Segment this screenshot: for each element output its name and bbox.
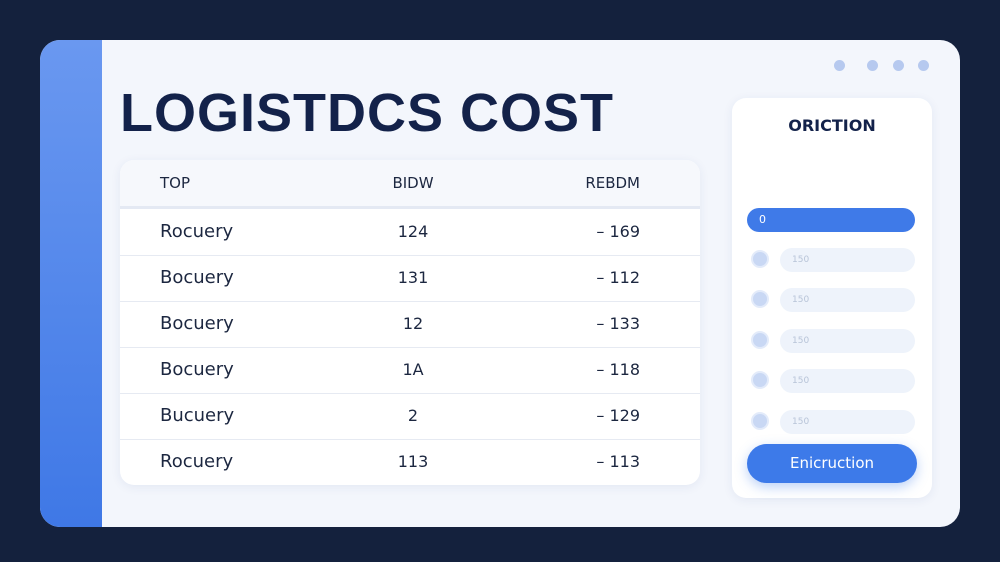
option[interactable]: 0	[747, 208, 915, 232]
table-cell: – 133	[596, 314, 640, 333]
dot	[834, 60, 845, 71]
option[interactable]: 150	[747, 288, 915, 312]
option[interactable]: 150	[747, 410, 915, 434]
radio	[751, 371, 769, 389]
table-cell: 131	[397, 268, 429, 287]
table-cell: – 112	[596, 268, 640, 287]
table-row: Bucuery 2 – 129	[120, 393, 700, 440]
table: TOP BIDW REBDM Rocuery 124 – 169 Bocuery 131…	[120, 160, 700, 485]
dot	[867, 60, 878, 71]
table-cell: Bucuery	[160, 405, 235, 426]
option-label: 150	[780, 369, 915, 393]
table-row: Bocuery 131 – 112	[120, 255, 700, 302]
action-button[interactable]: Enicruction	[747, 444, 917, 483]
dot	[918, 60, 929, 71]
table-cell: 12	[402, 314, 424, 333]
option-label: 150	[780, 288, 915, 312]
table-cell: – 118	[596, 360, 640, 379]
radio	[751, 412, 769, 430]
option-label: 150	[780, 410, 915, 434]
option-panel: ORICTION Enicruction 0 150 150 150 150 150	[732, 98, 932, 498]
table-cell: – 129	[596, 406, 640, 425]
column-header: BIDW	[392, 174, 434, 192]
side-strip	[40, 40, 102, 527]
table-cell: – 169	[596, 222, 640, 241]
column-header: TOP	[160, 174, 191, 192]
table-cell: Bocuery	[160, 267, 234, 288]
table-row: Rocuery 113 – 113	[120, 439, 700, 485]
table-cell: 1A	[402, 360, 424, 379]
option-label: 0	[747, 208, 915, 232]
table-cell: 124	[397, 222, 429, 241]
page-title: LOGISTDCS COST	[120, 83, 615, 143]
option-label: 150	[780, 329, 915, 353]
table-row: Bocuery 12 – 133	[120, 301, 700, 348]
table-row: Rocuery 124 – 169	[120, 209, 700, 256]
column-header: REBDM	[585, 174, 640, 192]
table-cell: 113	[397, 452, 429, 471]
table-cell: – 113	[596, 452, 640, 471]
table-row: Bocuery 1A – 118	[120, 347, 700, 394]
table-cell: Rocuery	[160, 221, 234, 242]
option[interactable]: 150	[747, 329, 915, 353]
table-header: TOP BIDW REBDM	[120, 160, 700, 209]
radio	[751, 250, 769, 268]
panel-title: ORICTION	[788, 116, 876, 135]
card: LOGISTDCS COST TOP BIDW REBDM Rocuery 124…	[40, 40, 960, 527]
table-cell: Bocuery	[160, 359, 234, 380]
radio	[751, 290, 769, 308]
table-cell: 2	[407, 406, 419, 425]
radio	[751, 331, 769, 349]
option[interactable]: 150	[747, 369, 915, 393]
option-label: 150	[780, 248, 915, 272]
table-cell: Bocuery	[160, 313, 234, 334]
table-cell: Rocuery	[160, 451, 234, 472]
dot	[893, 60, 904, 71]
option[interactable]: 150	[747, 248, 915, 272]
